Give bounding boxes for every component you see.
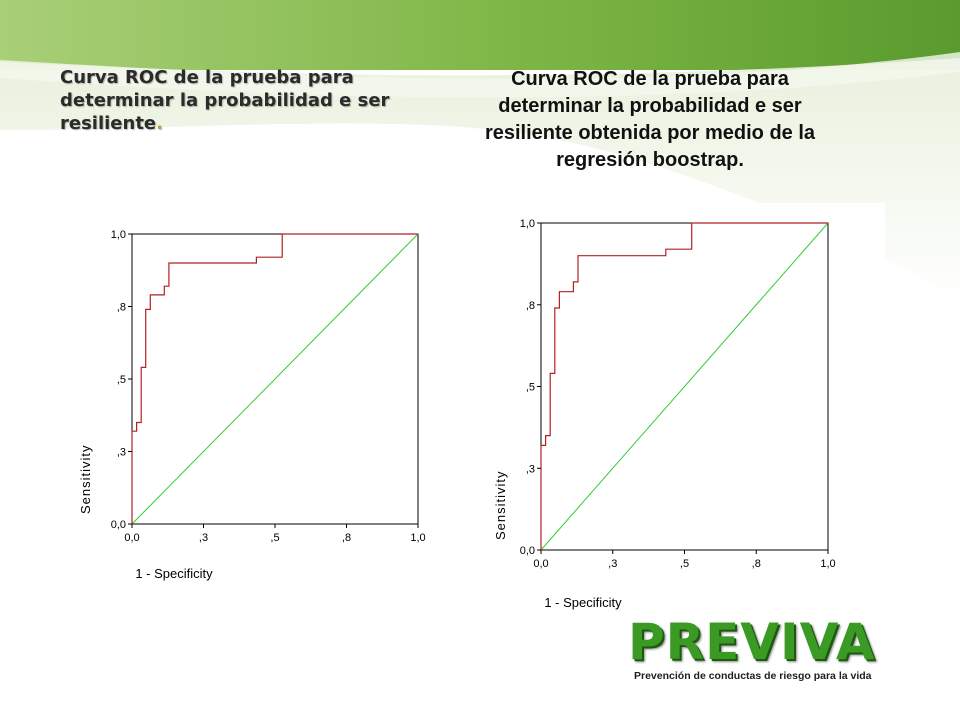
left-slide-title: Curva ROC de la prueba para determinar l… [60, 67, 390, 134]
x-tick-label: ,8 [752, 558, 761, 570]
y-tick-label: ,5 [117, 374, 126, 386]
x-tick-label: ,3 [199, 532, 208, 544]
y-tick-label: 1,0 [111, 229, 126, 241]
x-tick-label: ,3 [608, 558, 617, 570]
roc-chart-left-svg: 0,0 ,3 ,5 ,8 1,0 0,0 ,3 ,5 ,8 1,0 1 - Specificity S… [78, 229, 426, 581]
y-tick-label: ,8 [526, 300, 535, 312]
y-tick-label: ,5 [526, 382, 535, 394]
x-tick-label: 1,0 [820, 558, 835, 570]
y-tick-label: 0,0 [520, 545, 535, 557]
roc-chart-left: 0,0 ,3 ,5 ,8 1,0 0,0 ,3 ,5 ,8 1,0 1 - Specificity S… [60, 210, 440, 590]
right-slide-title: Curva ROC de la prueba para determinar l… [484, 68, 816, 171]
y-axis-title: Sensitivity [493, 470, 508, 540]
reference-diagonal-line [131, 233, 419, 525]
y-tick-label: ,8 [117, 302, 126, 314]
roc-chart-right: 0,0 ,3 ,5 ,8 1,0 0,0 ,3 ,5 ,8 1,0 1 - Specificity S… [488, 203, 885, 613]
x-tick-label: 0,0 [124, 532, 139, 544]
reference-diagonal-line [540, 222, 829, 551]
x-axis-title: 1 - Specificity [135, 566, 213, 581]
roc-curve [540, 222, 828, 550]
x-tick-label: ,5 [680, 558, 689, 570]
y-tick-label: ,3 [117, 447, 126, 459]
x-tick-label: 0,0 [533, 558, 548, 570]
x-tick-label: ,8 [342, 532, 351, 544]
y-tick-label: 1,0 [520, 218, 535, 230]
logo-wordmark: PREVIVA [628, 613, 876, 671]
x-axis-title: 1 - Specificity [544, 595, 622, 610]
y-tick-label: ,3 [526, 463, 535, 475]
x-tick-label: ,5 [270, 532, 279, 544]
logo-tagline: Prevención de conductas de riesgo para l… [634, 670, 872, 682]
x-tick-label: 1,0 [410, 532, 425, 544]
roc-chart-right-svg: 0,0 ,3 ,5 ,8 1,0 0,0 ,3 ,5 ,8 1,0 1 - Specificity S… [493, 218, 836, 610]
y-axis-title: Sensitivity [78, 444, 93, 514]
y-tick-label: 0,0 [111, 519, 126, 531]
roc-curve [131, 233, 418, 524]
previva-logo: PREVIVA Prevención de conductas de riesg… [628, 614, 900, 686]
